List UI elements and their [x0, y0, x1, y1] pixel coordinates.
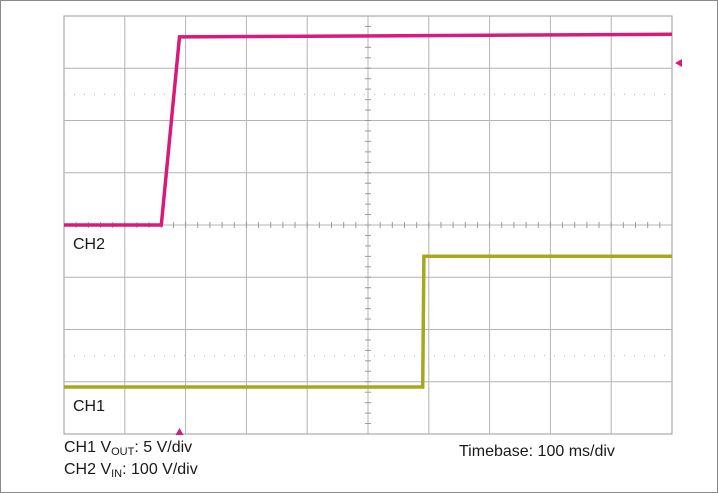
timebase-caption: Timebase: 100 ms/div [459, 443, 615, 460]
trigger-level-marker [675, 59, 682, 68]
ch2-scale-caption: CH2 VIN: 100 V/div [64, 461, 198, 480]
trace-label-ch2: CH2 [73, 236, 105, 253]
trace-label-ch1: CH1 [73, 398, 105, 415]
trace-labels: CH2 CH1 [73, 236, 105, 415]
trigger-time-marker [175, 428, 184, 435]
markers [175, 59, 682, 435]
trace-ch1 [64, 254, 672, 389]
ch1-scale-caption: CH1 VOUT: 5 V/div [64, 439, 193, 458]
traces [64, 32, 673, 389]
trace-ch2 [64, 32, 673, 227]
